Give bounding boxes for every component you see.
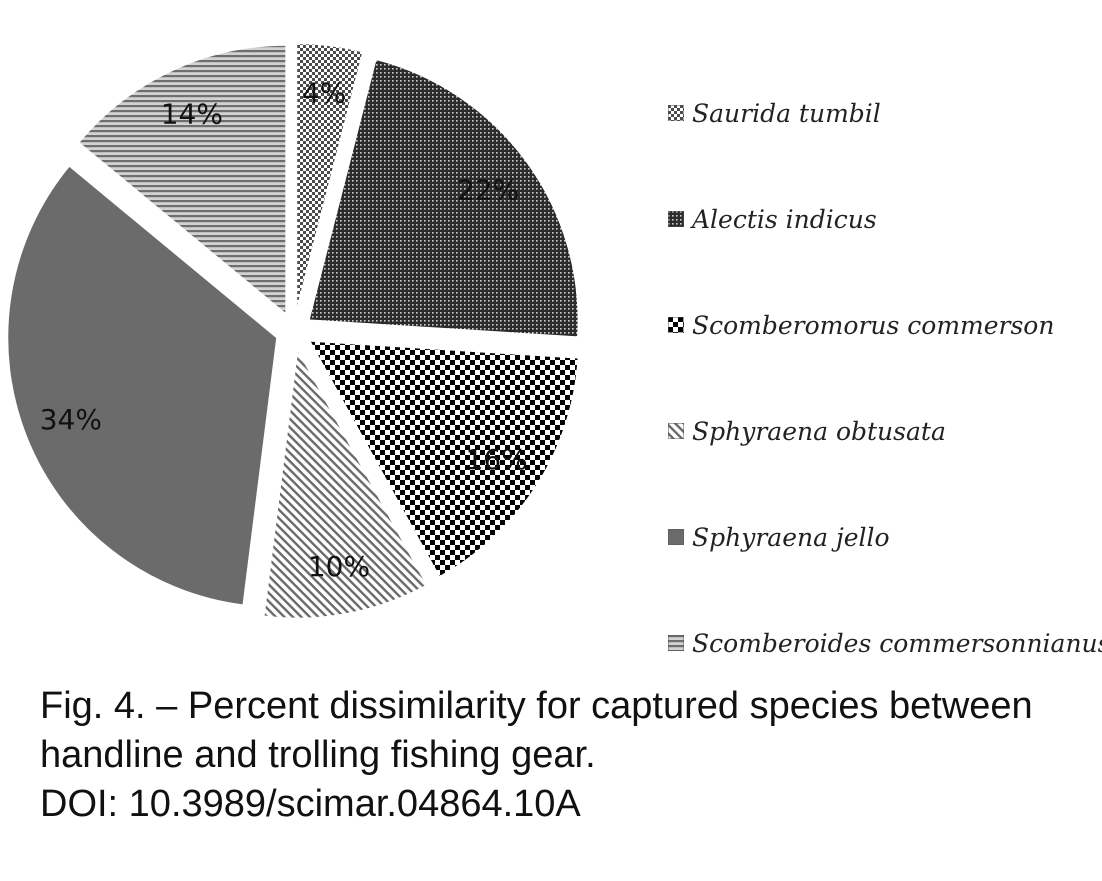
legend-label: Scomberomorus commerson [692, 310, 1055, 340]
legend-label: Sphyraena obtusata [692, 416, 946, 446]
legend-item: Saurida tumbil [668, 60, 1102, 166]
legend-swatch [668, 317, 684, 333]
legend-swatch [668, 211, 684, 227]
caption-line: handline and trolling fishing gear. [40, 734, 596, 776]
legend-label: Sphyraena jello [692, 522, 890, 552]
pie-slice [6, 164, 279, 607]
legend-item: Scomberomorus commerson [668, 272, 1102, 378]
legend-label: Saurida tumbil [692, 98, 881, 128]
pie-value-labels: 4% 22% 16% 10% 34% 14% [40, 76, 528, 583]
legend-swatch-fill [668, 529, 684, 545]
pie-slice [307, 57, 580, 339]
slice-value-label: 34% [40, 403, 102, 436]
pie-slice [76, 43, 288, 317]
pie-chart: 4% 22% 16% 10% 34% 14% [6, 42, 580, 620]
slice-value-label: 10% [308, 550, 370, 583]
legend-swatch-graphic [668, 635, 684, 651]
pie-slice [307, 339, 580, 579]
slice-value-label: 4% [302, 76, 346, 109]
legend-label: Scomberoides commersonnianus [692, 628, 1102, 658]
legend-swatch [668, 423, 684, 439]
caption-line: DOI: 10.3989/scimar.04864.10A [40, 783, 581, 825]
legend-swatch-graphic [668, 317, 684, 333]
legend-swatch [668, 105, 684, 121]
pie-slice [262, 345, 429, 620]
legend-item: Scomberoides commersonnianus [668, 590, 1102, 696]
legend-label: Alectis indicus [692, 204, 877, 234]
caption-line: Fig. 4. – Percent dissimilarity for capt… [40, 685, 1033, 727]
legend-swatch-fill [668, 635, 684, 651]
pie-slice [295, 42, 365, 314]
legend-swatch-fill [668, 211, 684, 227]
legend-swatch [668, 529, 684, 545]
figure-caption: Fig. 4. – Percent dissimilarity for capt… [40, 682, 1033, 829]
legend-swatch-fill [668, 105, 684, 121]
legend-item: Sphyraena jello [668, 484, 1102, 590]
legend-swatch-fill [668, 423, 684, 439]
legend-swatch-graphic [668, 211, 684, 227]
legend: Saurida tumbil Alectis indicus Scomberom… [668, 60, 1102, 696]
legend-item: Alectis indicus [668, 166, 1102, 272]
legend-item: Sphyraena obtusata [668, 378, 1102, 484]
pie-slices [6, 42, 580, 620]
legend-swatch-graphic [668, 423, 684, 439]
legend-swatch-graphic [668, 105, 684, 121]
slice-value-label: 16% [466, 443, 528, 476]
legend-swatch-graphic [668, 529, 684, 545]
legend-swatch-fill [668, 317, 684, 333]
legend-swatch [668, 635, 684, 651]
slice-value-label: 14% [161, 97, 223, 130]
slice-value-label: 22% [457, 173, 519, 206]
